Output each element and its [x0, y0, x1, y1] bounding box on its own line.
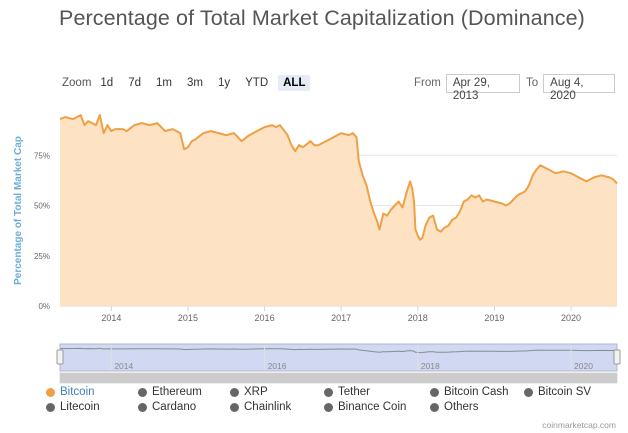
zoom-button-7d[interactable]: 7d [128, 77, 141, 89]
zoom-button-ytd[interactable]: YTD [245, 77, 269, 89]
x-tick-label: 2014 [101, 313, 121, 323]
navigator-tick-label: 2018 [421, 361, 440, 371]
range-to: To Aug 4, 2020 [526, 73, 616, 102]
legend-label: Binance Coin [338, 401, 407, 413]
legend-marker-icon [430, 402, 439, 412]
series-line-bitcoin [59, 114, 618, 241]
legend-label: Bitcoin Cash [444, 386, 509, 398]
legend-marker-icon [46, 402, 55, 412]
x-tick-label: 2018 [408, 313, 428, 323]
chart-title: Percentage of Total Market Capitalizatio… [59, 6, 585, 30]
zoom-button-1y[interactable]: 1y [217, 77, 231, 89]
legend-item-bitcoin[interactable]: Bitcoin [46, 386, 95, 398]
navigator-scrollbar-thumb[interactable] [60, 373, 617, 383]
legend-marker-icon [46, 387, 55, 397]
zoom-button-all[interactable]: ALL [278, 75, 311, 91]
x-tick-label: 2015 [178, 313, 198, 323]
range-to-input[interactable]: Aug 4, 2020 [543, 73, 616, 102]
navigator-tick-label: 2014 [114, 361, 133, 371]
navigator-series [60, 347, 618, 354]
y-axis-title: Percentage of Total Market Cap [13, 136, 24, 285]
legend-label: Bitcoin [60, 386, 95, 398]
legend-item-tether[interactable]: Tether [324, 386, 370, 398]
range-from-label: From [414, 77, 441, 89]
y-tick-label: 25% [34, 252, 50, 261]
series-area-bitcoin [60, 115, 617, 306]
zoom-button-1m[interactable]: 1m [156, 77, 172, 89]
y-tick-label: 50% [34, 202, 50, 211]
legend-marker-icon [324, 402, 333, 412]
source-credit: coinmarketcap.com [542, 420, 616, 430]
navigator-left-handle[interactable] [56, 349, 64, 365]
legend-item-cardano[interactable]: Cardano [138, 401, 196, 413]
x-tick-label: 2017 [331, 313, 351, 323]
x-tick-label: 2020 [561, 313, 581, 323]
navigator-tick-label: 2020 [574, 361, 593, 371]
legend-item-xrp[interactable]: XRP [230, 386, 268, 398]
legend-label: Tether [338, 386, 370, 398]
range-from: From Apr 29, 2013 [414, 73, 520, 102]
legend-label: Others [444, 401, 479, 413]
navigator-right-handle[interactable] [613, 349, 621, 365]
range-from-input[interactable]: Apr 29, 2013 [445, 73, 520, 102]
x-tick-label: 2019 [484, 313, 504, 323]
zoom-button-1d[interactable]: 1d [100, 77, 114, 89]
y-tick-label: 0% [38, 302, 50, 311]
navigator-tick-label: 2016 [268, 361, 287, 371]
legend-marker-icon [324, 387, 333, 397]
y-tick-label: 75% [34, 151, 50, 160]
legend-item-bitcoin-sv[interactable]: Bitcoin SV [524, 386, 591, 398]
legend-marker-icon [230, 387, 239, 397]
legend-item-binance-coin[interactable]: Binance Coin [324, 401, 406, 413]
legend-label: Ethereum [152, 386, 202, 398]
range-to-label: To [526, 77, 539, 89]
x-tick-label: 2016 [255, 313, 275, 323]
zoom-button-3m[interactable]: 3m [186, 77, 203, 89]
legend-item-bitcoin-cash[interactable]: Bitcoin Cash [430, 386, 509, 398]
legend-label: XRP [244, 386, 268, 398]
zoom-label: Zoom [62, 77, 92, 89]
legend-marker-icon [430, 387, 439, 397]
legend-item-litecoin[interactable]: Litecoin [46, 401, 100, 413]
legend-marker-icon [138, 387, 147, 397]
zoom-selector: Zoom 1d 7d 1m 3m 1y YTD ALL [62, 73, 315, 93]
legend-label: Cardano [152, 401, 197, 413]
legend-label: Litecoin [60, 401, 100, 413]
legend-marker-icon [138, 402, 147, 412]
navigator-mask [60, 344, 617, 371]
zoom-buttons: 1d 7d 1m 3m 1y YTD ALL [95, 75, 315, 91]
legend-item-chainlink[interactable]: Chainlink [230, 401, 291, 413]
legend-item-others[interactable]: Others [430, 401, 479, 413]
legend-marker-icon [230, 402, 239, 412]
legend-label: Chainlink [244, 401, 292, 413]
legend-marker-icon [524, 387, 533, 397]
legend-item-ethereum[interactable]: Ethereum [138, 386, 202, 398]
legend-label: Bitcoin SV [538, 386, 592, 398]
